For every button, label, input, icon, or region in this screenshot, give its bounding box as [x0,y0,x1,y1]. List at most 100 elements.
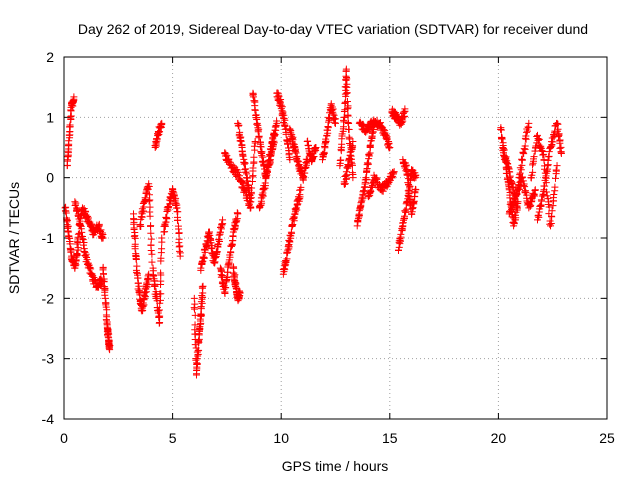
data-point [200,254,208,262]
data-point [337,156,345,164]
data-point [389,170,397,178]
data-point [364,159,372,167]
data-point [341,180,349,188]
data-point [223,152,231,160]
data-point [90,274,98,282]
data-point [161,228,169,236]
data-point [156,312,164,320]
data-point [130,233,138,241]
data-point [359,120,367,128]
data-point [267,142,275,150]
data-point [283,249,291,257]
data-point [243,170,251,178]
data-point [236,291,244,299]
data-point [548,207,556,215]
data-point [141,292,149,300]
data-point [535,135,543,143]
data-point [508,180,516,188]
data-point [546,220,554,228]
data-point [498,135,506,143]
x-tick-label: 10 [273,430,289,446]
data-point [304,141,312,149]
data-point [266,152,274,160]
data-point [155,319,163,327]
data-point [248,184,256,192]
data-point [530,190,538,198]
data-point [312,147,320,155]
axis-ticks: 0 5 10 15 20 25 -4 -3 -2 -1 0 1 2 [42,49,615,446]
data-point [544,156,552,164]
data-point [97,226,105,234]
data-point [556,144,564,152]
data-point [544,195,552,203]
data-point [320,149,328,157]
data-point [525,124,533,132]
data-point [290,214,298,222]
data-point [354,216,362,224]
y-tick-label: -3 [42,351,55,367]
data-point [385,144,393,152]
data-point [511,195,519,203]
data-point [288,229,296,237]
data-point [343,105,351,113]
data-point [67,107,75,115]
data-point [148,250,156,258]
data-point [165,203,173,211]
data-point [324,123,332,131]
data-point [236,172,244,180]
data-point [226,253,234,261]
data-point [518,156,526,164]
data-point [147,246,155,254]
data-point [157,269,165,277]
data-point [218,221,226,229]
data-point [202,243,210,251]
data-point [261,182,269,190]
x-tick-label: 25 [599,430,615,446]
data-point [504,160,512,168]
data-point [175,247,183,255]
data-point [148,258,156,266]
y-tick-label: -2 [42,290,55,306]
data-point [554,125,562,133]
data-point [555,131,563,139]
data-point [533,131,541,139]
data-point [191,305,199,313]
data-point [173,204,181,212]
data-point [545,198,553,206]
data-point [234,122,242,130]
data-point [201,248,209,256]
plot-frame [63,56,608,420]
data-point [227,249,235,257]
data-point [242,168,250,176]
data-point [270,129,278,137]
data-point [518,174,526,182]
data-point [237,137,245,145]
data-point [146,196,154,204]
data-point [275,93,283,101]
data-point [214,241,222,249]
data-point [543,167,551,175]
data-point [394,247,402,255]
data-point [250,153,258,161]
data-point [65,137,73,145]
data-point [66,121,74,129]
data-point [506,177,514,185]
data-point [297,183,305,191]
data-point [81,207,89,215]
x-tick-label: 5 [169,430,177,446]
data-point [550,191,558,199]
data-point [157,290,165,298]
data-point [155,306,163,314]
data-point [538,192,546,200]
data-point [147,229,155,237]
data-point [191,341,199,349]
data-point [287,135,295,143]
data-point [258,191,266,199]
y-tick-label: 2 [46,49,54,65]
data-point [251,139,259,147]
data-point [131,234,139,242]
data-point [522,135,530,143]
data-point [70,96,78,104]
data-point [158,245,166,253]
data-point [505,164,513,172]
